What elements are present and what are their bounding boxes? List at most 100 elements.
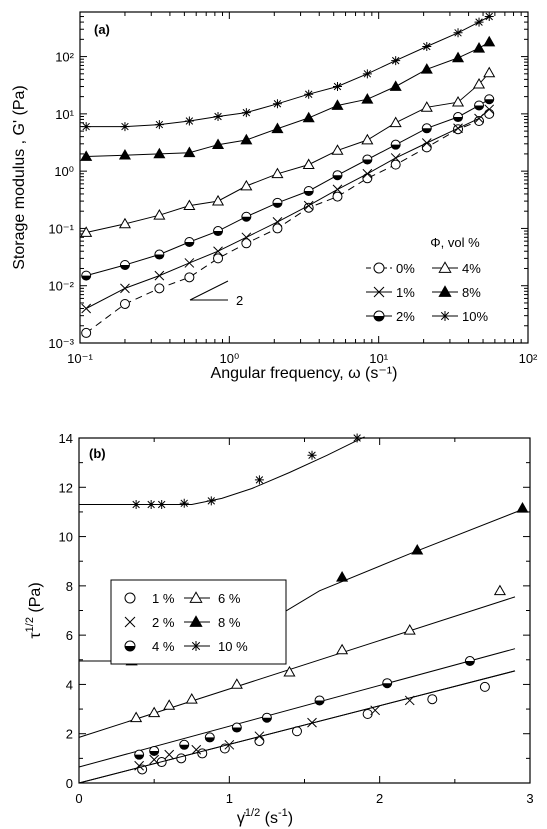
panel-a-data-point-shape [389, 80, 402, 91]
panel-b-fit-line [79, 436, 365, 505]
panel-a-data-point [119, 298, 130, 309]
panel-b-data-point [427, 694, 438, 705]
panel-a-data-point [451, 95, 465, 107]
panel-b-data-point-fill [205, 737, 215, 742]
legend-item-2: 2% [366, 309, 415, 324]
panel-a-data-point [184, 258, 195, 268]
panel-b-data-point-shape [479, 681, 490, 692]
legend-marker [438, 261, 452, 273]
panel-b-data-point [516, 502, 529, 513]
panel-a-data-point [241, 211, 252, 222]
panel-a-data-point [80, 150, 93, 161]
legend-label: 2% [396, 309, 415, 324]
panel-a-data-point-shape [211, 194, 225, 206]
panel-a-data-point [119, 259, 130, 270]
legend-label: 0% [396, 261, 415, 276]
panel-a-data-point-shape [483, 66, 496, 78]
panel-a-data-point-shape [361, 133, 374, 145]
panel-a-data-point-shape [453, 28, 463, 38]
panel-b-data-point-fill [465, 661, 475, 666]
panel-a-data-point-shape [153, 147, 166, 159]
panel-b-fit-line [78, 670, 516, 784]
panel-a-data-point [362, 69, 372, 79]
panel-b-data-point [206, 496, 216, 506]
panel-b-data-point-fill [382, 683, 392, 688]
panel-a-data-point [81, 270, 92, 281]
panel-b-data-point [254, 475, 264, 485]
panel-a-data-point-shape [420, 101, 433, 112]
panel-a-data-point [474, 17, 484, 27]
panel-a-data-point [421, 123, 432, 134]
panel-a-data-point-shape [272, 223, 283, 234]
legend-item-6: 6 % [184, 591, 241, 606]
legend-item-8: 8 % [184, 615, 241, 630]
panel-b-data-point-shape [163, 699, 176, 710]
panel-a-data-point-shape [120, 122, 130, 132]
panel-a-data-point [332, 184, 343, 195]
panel-a-data-point [81, 303, 92, 314]
panel-b-data-point-shape [179, 498, 189, 508]
panel-a-data-point [154, 270, 165, 281]
panel-a-data-point-shape [362, 168, 373, 179]
panel-a-data-point-shape [331, 99, 344, 110]
panel-a-data-point [303, 200, 314, 211]
panel-a-data-point [303, 186, 314, 197]
panel-a-data-point-fill [184, 241, 194, 247]
panel-a-data-point [474, 100, 485, 111]
panel-a-data-point-shape [271, 167, 284, 179]
panel-a-data-point [453, 28, 463, 38]
legend-item-4: 4% [432, 261, 481, 276]
panel-a-data-point-fill [453, 117, 463, 122]
panel-a-data-point-fill [120, 264, 130, 270]
panel-a-data-point-fill [362, 159, 372, 164]
panel-b-data-point [157, 500, 167, 510]
panel-b-data-point [464, 656, 475, 667]
panel-b-data-point [149, 745, 160, 756]
x-label-part: -1 [278, 807, 288, 819]
panel-a-data-point-shape [362, 69, 372, 79]
panel-b-data-point [191, 744, 202, 755]
panel-a-data-point [154, 120, 164, 130]
legend-item-0: 0% [366, 261, 415, 276]
panel-b-data-point-shape [254, 475, 264, 485]
panel-b-data-point-shape [307, 450, 317, 460]
panel-a-data-point [211, 194, 225, 206]
panel-a-data-point [420, 101, 433, 112]
panel-b-data-point [179, 739, 190, 750]
panel-a-data-point-shape [422, 41, 432, 51]
panel-b-x-axis-label: γ̇1/2 (s-1) [237, 807, 293, 827]
panel-a-data-point [183, 146, 196, 158]
panel-b-data-point-shape [176, 753, 187, 764]
panel-a-data-point [390, 153, 401, 163]
legend-marker-shape [438, 261, 452, 273]
panel-a-data-point-shape [154, 283, 165, 294]
panel-b-data-point-shape [157, 500, 167, 510]
legend-item-1: 1% [366, 285, 415, 300]
panel-a-data-point-shape [332, 82, 342, 92]
panel-b-y-tick-label: 10 [59, 530, 73, 545]
panel-b-data-point-shape [411, 543, 424, 555]
panel-a-data-point [184, 236, 195, 247]
legend-marker [440, 311, 450, 321]
panel-a-y-tick-label: 10¹ [55, 107, 74, 122]
panel-b-data-point [148, 706, 161, 718]
panel-a-data-point-shape [453, 124, 464, 135]
panel-b-fit-line [78, 648, 516, 768]
panel-a-data-point [453, 112, 464, 123]
panel-a-data-point [211, 138, 225, 150]
panel-a-data-point [213, 253, 224, 264]
panel-a-x-tick-label: 10¹ [369, 351, 388, 366]
panel-b-data-point [493, 584, 506, 596]
panel-a-data-point-shape [81, 303, 92, 314]
panel-b-legend: 1 % 2 % 4 % 6 % 8 % 10 % [110, 579, 287, 665]
panel-a-data-point-shape [241, 108, 251, 118]
panel-b-data-point-shape [352, 433, 362, 443]
panel-a-data-point [272, 223, 283, 234]
panel-a-data-point [80, 226, 93, 237]
panel-a-data-point [271, 167, 284, 179]
panel-b-data-point-shape [493, 584, 506, 596]
panel-a-data-point [484, 104, 495, 115]
panel-a-data-point [184, 116, 194, 126]
panel-a-data-point-shape [80, 150, 93, 161]
